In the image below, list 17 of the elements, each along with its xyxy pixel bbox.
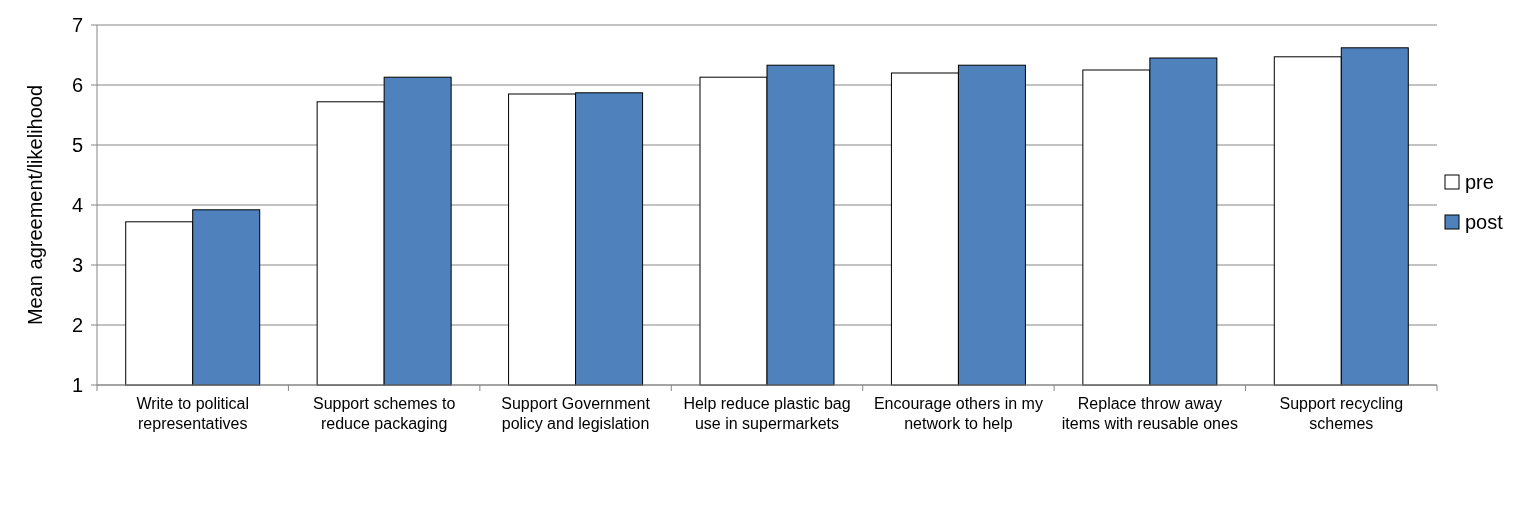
y-tick-label: 6 [71,74,83,96]
legend-label: pre [1465,171,1494,193]
y-tick-label: 3 [71,254,83,276]
y-tick-label: 5 [71,134,83,156]
x-tick-label: Support Government policy and legislation [501,395,651,432]
x-tick-label: Replace throw away items with reusable ones [1061,395,1238,432]
x-tick-label: Write to political representatives [136,395,250,432]
x-tick-label: Support recycling schemes [1279,395,1404,432]
y-tick-label: 1 [71,374,83,396]
x-tick-label: Help reduce plastic bag use in supermarkets [683,395,851,432]
x-tick-label: Support schemes to reduce packaging [312,395,456,432]
y-tick-label: 4 [71,194,83,216]
legend-label: post [1465,211,1504,233]
y-tick-label: 7 [71,14,83,36]
x-tick-label: Encourage others in my network to help [873,395,1043,432]
y-axis-title: Mean agreement/likelihood [24,84,46,326]
y-tick-label: 2 [71,314,83,336]
